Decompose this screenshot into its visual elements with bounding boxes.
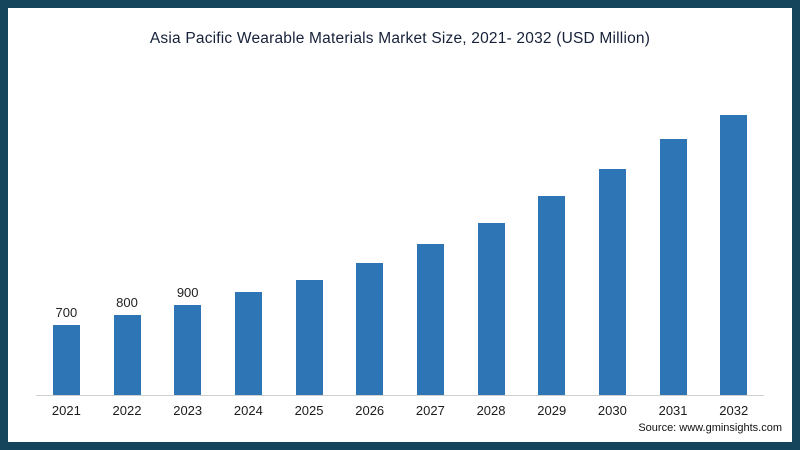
x-tick-label-2030: 2030: [597, 403, 627, 418]
x-tick-label-2023: 2023: [173, 403, 203, 418]
bar-2024: [234, 292, 262, 395]
x-tick-label-2025: 2025: [294, 403, 324, 418]
bar-value-label: 800: [116, 295, 138, 310]
bar-group-2027: [400, 96, 461, 395]
bar-group-2032: [703, 96, 764, 395]
bar-2025: [295, 280, 323, 395]
x-axis: 2021 2022 2023 2024 2025 2026 2027 2028 2029 2030…: [36, 396, 764, 418]
x-tick-label-2022: 2022: [112, 403, 142, 418]
bar-group-2023: 900: [157, 96, 218, 395]
bar-group-2022: 800: [97, 96, 158, 395]
bar-2030: [598, 169, 626, 395]
spacer: [8, 48, 792, 96]
bar-group-2026: [339, 96, 400, 395]
bar-2032: [720, 115, 748, 395]
bar-2031: [659, 139, 687, 395]
bar-group-2025: [279, 96, 340, 395]
bar-group-2031: [643, 96, 704, 395]
bar-2021: [52, 325, 80, 395]
x-tick-label-2024: 2024: [233, 403, 263, 418]
x-tick-label-2028: 2028: [476, 403, 506, 418]
bar-group-2029: [521, 96, 582, 395]
x-tick-label-2026: 2026: [355, 403, 385, 418]
bar-group-2021: 700: [36, 96, 97, 395]
bar-2022: [113, 315, 141, 395]
bar-group-2024: [218, 96, 279, 395]
x-tick-label-2031: 2031: [658, 403, 688, 418]
bar-value-label: 700: [55, 305, 78, 320]
plot-area: 700 800 900: [36, 96, 764, 396]
bar-value-label: 900: [176, 285, 199, 300]
x-tick-label-2029: 2029: [537, 403, 567, 418]
bar-group-2030: [582, 96, 643, 395]
chart-title: Asia Pacific Wearable Materials Market S…: [149, 30, 651, 47]
bar-2027: [416, 244, 444, 395]
bar-2026: [356, 263, 384, 395]
bar-2023: [174, 305, 202, 395]
bar-group-2028: [461, 96, 522, 395]
x-tick-label-2027: 2027: [415, 403, 445, 418]
bar-2029: [538, 196, 566, 395]
footer: Source: www.gminsights.com: [8, 418, 792, 442]
bar-2028: [477, 223, 505, 395]
x-tick-label-2021: 2021: [51, 403, 81, 418]
x-tick-label-2032: 2032: [719, 403, 749, 418]
source-attribution: Source: www.gminsights.com: [638, 422, 782, 434]
